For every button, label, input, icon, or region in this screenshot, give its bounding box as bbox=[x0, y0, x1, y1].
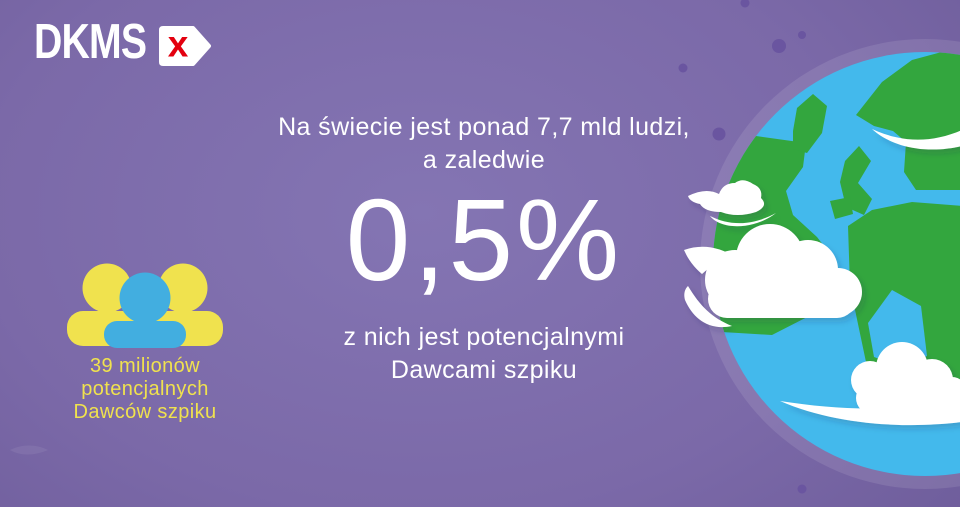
arrow-shape bbox=[159, 26, 211, 66]
cloud-icon bbox=[780, 342, 960, 426]
sky-elements bbox=[684, 129, 960, 426]
donor-stat-line-2: potencjalnych bbox=[81, 378, 209, 400]
bird-body bbox=[688, 180, 765, 215]
headline-line-1: Na świecie jest ponad 7,7 mld ludzi, bbox=[278, 113, 690, 141]
donor-stat-line-1: 39 milionów bbox=[89, 355, 200, 377]
headline-line-3: z nich jest potencjalnymi bbox=[343, 323, 625, 351]
bird-icon bbox=[872, 129, 960, 150]
confetti-dot bbox=[678, 63, 688, 73]
bird-icon bbox=[688, 180, 776, 227]
confetti-dot bbox=[772, 39, 786, 53]
dkms-logo: DKMS x bbox=[34, 15, 211, 74]
bird-wing bbox=[710, 213, 776, 227]
person-head bbox=[82, 263, 132, 313]
cloud-swoosh bbox=[684, 286, 732, 328]
continent-shape bbox=[830, 197, 853, 219]
dkms-arrow-icon: x bbox=[159, 24, 211, 66]
confetti-dot bbox=[797, 484, 807, 494]
dkms-x-mark: x bbox=[168, 24, 189, 65]
cloud-base bbox=[708, 280, 856, 318]
headline-line-4: Dawcami szpiku bbox=[390, 356, 578, 384]
continent-shape bbox=[856, 52, 960, 190]
person-head bbox=[158, 263, 208, 313]
people-group-icon bbox=[67, 263, 223, 348]
faint-swoosh bbox=[10, 445, 48, 455]
confetti-dot bbox=[740, 0, 750, 8]
headline-line-2: a zaledwie bbox=[422, 146, 546, 174]
donor-stat-line-3: Dawców szpiku bbox=[73, 401, 217, 423]
person-head bbox=[119, 272, 171, 324]
confetti-dots bbox=[678, 0, 807, 494]
headline-block: Na świecie jest ponad 7,7 mld ludzi, a z… bbox=[204, 111, 764, 387]
confetti-dot bbox=[712, 127, 726, 141]
continent-shape bbox=[793, 94, 827, 153]
confetti-dot bbox=[798, 31, 806, 39]
cloud-icon bbox=[684, 224, 862, 328]
headline-stat: 0,5% bbox=[345, 175, 623, 305]
person-body bbox=[104, 321, 186, 348]
donor-stat-block: 39 milionów potencjalnych Dawców szpiku bbox=[45, 355, 245, 424]
cloud-base bbox=[856, 382, 960, 414]
dkms-logo-text: DKMS bbox=[34, 15, 147, 69]
